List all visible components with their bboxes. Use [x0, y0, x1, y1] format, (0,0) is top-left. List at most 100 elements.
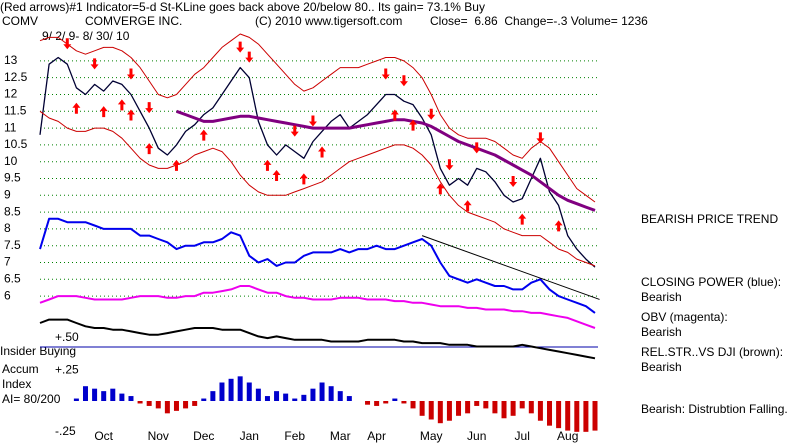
copyright: (C) 2010 www.tigersoft.com [255, 14, 402, 28]
buy-arrow [117, 99, 126, 111]
accum-bar [474, 401, 480, 406]
accum-bar [183, 401, 189, 409]
y-tick-label: 7 [4, 255, 11, 269]
accum-bar [274, 391, 280, 401]
sell-arrow [509, 176, 518, 188]
accum-bar [510, 401, 516, 416]
accum-bar [246, 382, 252, 401]
x-tick-label: Apr [367, 429, 386, 443]
accum-bar [192, 401, 198, 406]
buy-arrow [436, 183, 445, 195]
accum-bar [219, 382, 225, 401]
accum-label: AI= 80/200 [2, 392, 61, 406]
x-tick-label: Jan [240, 429, 259, 443]
y-tick-label: 7.5 [4, 238, 21, 252]
accum-bar [346, 396, 352, 401]
y-tick-label: 10.5 [4, 137, 28, 151]
accum-bar [574, 401, 580, 432]
accum-bar [428, 401, 434, 420]
accum-bar [73, 398, 79, 401]
average-line [175, 109, 596, 212]
accum-tick-label: -.25 [55, 424, 76, 438]
accum-bar [528, 401, 534, 414]
accum-bar [337, 391, 343, 401]
sell-arrow [308, 115, 317, 127]
x-tick-label: Oct [94, 429, 113, 443]
legend-status: Bearish [641, 290, 682, 304]
sell-arrow [290, 125, 299, 137]
buy-arrow [263, 159, 272, 171]
accum-bar [437, 401, 443, 424]
sell-arrow [445, 159, 454, 171]
accum-bar [592, 401, 598, 431]
buy-arrow [199, 129, 208, 141]
buy-arrow [390, 109, 399, 121]
buy-arrow [518, 213, 527, 225]
accum-bar [519, 401, 525, 409]
indicator-line [39, 285, 596, 329]
y-tick-label: 13 [4, 53, 18, 67]
buy-arrow [172, 159, 181, 171]
sell-arrow [381, 68, 390, 80]
indicator-line [39, 217, 596, 314]
accum-bar [119, 393, 125, 401]
accum-bar [201, 398, 207, 401]
sell-arrow [145, 102, 154, 114]
accum-bar [547, 401, 553, 426]
buy-arrow [126, 109, 135, 121]
sell-arrow [90, 58, 99, 70]
accum-bar [583, 401, 589, 432]
date-range: 9/ 2/ 9- 8/ 30/ 10 [42, 29, 130, 43]
insider-label: Insider Buying [0, 344, 76, 358]
y-tick-label: 11.5 [4, 103, 27, 117]
buy-arrow [299, 173, 308, 185]
legend-label: OBV (magenta): [641, 310, 728, 324]
accum-bar [228, 378, 234, 401]
indicator-line [39, 318, 596, 360]
accum-bar [565, 401, 571, 431]
x-tick-label: Nov [148, 429, 169, 443]
accum-bar [319, 382, 325, 401]
accum-bar [410, 401, 416, 409]
accum-bar [310, 388, 316, 401]
accum-bar [101, 391, 107, 401]
y-tick-label: 9.5 [4, 171, 21, 185]
quote: Close= 6.86 Change=-.3 Volume= 1236 [430, 14, 648, 28]
buy-arrow [409, 119, 418, 131]
band-line [39, 33, 596, 203]
accum-bar [82, 386, 88, 401]
company: COMVERGE INC. [85, 14, 182, 28]
accum-bar [146, 401, 152, 406]
accum-bar [492, 401, 498, 414]
accum-bar [383, 401, 389, 404]
y-tick-label: 12 [4, 87, 18, 101]
legend-label: REL.STR..VS DJI (brown): [641, 345, 783, 359]
accum-bar [328, 386, 334, 401]
y-tick-label: 11 [4, 120, 17, 134]
legend-status: Bearish [641, 325, 682, 339]
accum-label: Accum [2, 362, 39, 376]
x-tick-label: Jul [515, 429, 530, 443]
buy-arrow [272, 169, 281, 181]
sell-arrow [236, 41, 245, 53]
accum-bar [419, 401, 425, 416]
buy-arrow [318, 146, 327, 158]
y-tick-label: 9 [4, 187, 11, 201]
buy-arrow [554, 220, 563, 232]
sell-arrow [536, 132, 545, 144]
x-tick-label: Dec [193, 429, 214, 443]
accum-bar [92, 388, 98, 401]
accum-bar [501, 401, 507, 419]
y-tick-label: 8.5 [4, 204, 21, 218]
price-line [39, 56, 596, 268]
buy-arrow [99, 106, 108, 118]
accum-tick-label: +.25 [55, 362, 79, 376]
accum-bar [173, 401, 179, 411]
accum-bar [264, 396, 270, 401]
y-tick-label: 12.5 [4, 70, 28, 84]
accum-bar [483, 401, 489, 409]
accum-bar [237, 376, 243, 401]
accum-bar [164, 401, 170, 414]
buy-arrow [145, 143, 154, 155]
accum-bar [537, 401, 543, 421]
